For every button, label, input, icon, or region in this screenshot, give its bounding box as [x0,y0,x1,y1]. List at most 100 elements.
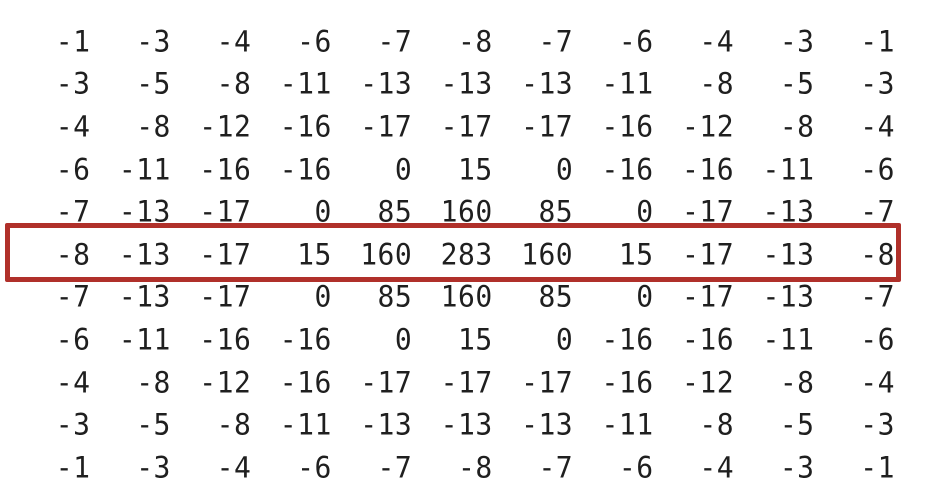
matrix-cell: -12 [682,109,735,144]
matrix-cell: 0 [555,322,574,357]
matrix-cell: -17 [521,109,574,144]
matrix-cell: 0 [314,279,332,315]
matrix-cell: -5 [136,407,171,442]
matrix-cell: -8 [779,109,815,144]
matrix-cell: -11 [601,407,654,442]
matrix-cell: 160 [521,236,574,272]
matrix-cell: -1 [55,23,91,59]
matrix-cell: -16 [601,151,654,187]
matrix-cell: -13 [118,279,171,315]
matrix-cell: -3 [55,407,91,442]
matrix-cell: -17 [199,194,252,229]
matrix-cell: -12 [682,364,735,400]
matrix-cell: 15 [458,322,493,357]
matrix-cell: -8 [136,109,171,144]
matrix-cell: -17 [360,364,413,400]
matrix-cell: -3 [136,23,171,59]
matrix-cell: -6 [860,322,895,357]
matrix-cell: -12 [199,364,252,400]
matrix-row: -7 -13 -17 0 85 160 85 0 -17 -13 -7 [10,276,895,319]
matrix-cell: -7 [55,279,91,315]
matrix-cell: 85 [377,279,413,315]
matrix-cell: -16 [601,364,654,400]
matrix-row: -6 -11 -16 -16 0 15 0 -16 -16 -11 -6 [10,148,895,191]
matrix-cell: -6 [55,322,91,357]
matrix-cell: -7 [538,449,574,485]
matrix-cell: -4 [55,109,91,144]
matrix-cell: 15 [458,151,493,187]
matrix-cell: -6 [55,151,91,187]
matrix-cell: -17 [682,194,735,229]
matrix-cell: -3 [136,449,171,485]
matrix-cell: -4 [860,364,895,400]
matrix-cell: -5 [136,66,171,102]
matrix-cell: -17 [440,364,493,400]
matrix-cell: -8 [136,364,171,400]
matrix-cell: 160 [440,194,493,229]
matrix-row: -3 -5 -8 -11 -13 -13 -13 -11 -8 -5 -3 [10,63,895,106]
matrix-cell: -13 [521,407,574,442]
matrix-cell: -3 [860,407,895,442]
matrix-cell: 160 [360,236,413,272]
matrix-cell: -8 [699,66,735,102]
matrix-row: -4 -8 -12 -16 -17 -17 -17 -16 -12 -8 -4 [10,105,895,148]
matrix-cell: -7 [377,23,413,59]
matrix-cell: -13 [360,407,413,442]
matrix-cell: -8 [55,236,91,272]
matrix-cell: -7 [55,194,91,229]
matrix-cell: -11 [762,151,815,187]
matrix-cell: -16 [199,151,252,187]
matrix-cell: -7 [538,23,574,59]
matrix-cell: -4 [216,23,252,59]
matrix-cell: -8 [860,236,895,272]
matrix-cell: -11 [118,322,171,357]
matrix-cell: -4 [699,23,735,59]
matrix-cell: -5 [779,66,815,102]
matrix-cell: 85 [377,194,413,229]
matrix-cell: -6 [860,151,895,187]
matrix-cell: -16 [279,151,332,187]
matrix-cell: 283 [440,236,493,272]
matrix-row: -7 -13 -17 0 85 160 85 0 -17 -13 -7 [10,190,895,233]
matrix-cell: -8 [458,449,493,485]
matrix-cell: -8 [779,364,815,400]
matrix-cell: -3 [779,449,815,485]
matrix-cell: -4 [699,449,735,485]
matrix-cell: -8 [458,23,493,59]
matrix-cell: 0 [394,151,413,187]
matrix-cell: -16 [279,109,332,144]
matrix-cell: -13 [440,407,493,442]
matrix-cell: 15 [297,236,332,272]
matrix-cell: -11 [279,407,332,442]
matrix-cell: -13 [762,236,815,272]
matrix-cell: -17 [199,236,252,272]
matrix-cell: -3 [55,66,91,102]
matrix-cell: -11 [762,322,815,357]
matrix-cell: 160 [440,279,493,315]
matrix-cell: -12 [199,109,252,144]
matrix-cell: -13 [762,194,815,229]
matrix-cell: -8 [699,407,735,442]
matrix-cell: 0 [636,279,654,315]
matrix-cell: -17 [440,109,493,144]
matrix-cell: -1 [860,23,895,59]
matrix-cell: 0 [314,194,332,229]
matrix-cell: -17 [682,236,735,272]
matrix-cell: -1 [860,449,895,485]
matrix-cell: -16 [279,364,332,400]
matrix-cell: -7 [860,194,895,229]
matrix-cell: 15 [618,236,654,272]
matrix-cell: -5 [779,407,815,442]
matrix-cell: 0 [555,151,574,187]
matrix-row: -4 -8 -12 -16 -17 -17 -17 -16 -12 -8 -4 [10,361,895,404]
matrix-cell: -17 [360,109,413,144]
matrix-cell: -13 [521,66,574,102]
matrix-cell: -6 [297,23,332,59]
matrix-cell: -17 [682,279,735,315]
matrix-cell: -4 [860,109,895,144]
matrix-cell: -17 [521,364,574,400]
matrix-cell: -4 [55,364,91,400]
matrix-cell: -13 [440,66,493,102]
matrix-cell: 0 [394,322,413,357]
matrix-cell: -11 [118,151,171,187]
